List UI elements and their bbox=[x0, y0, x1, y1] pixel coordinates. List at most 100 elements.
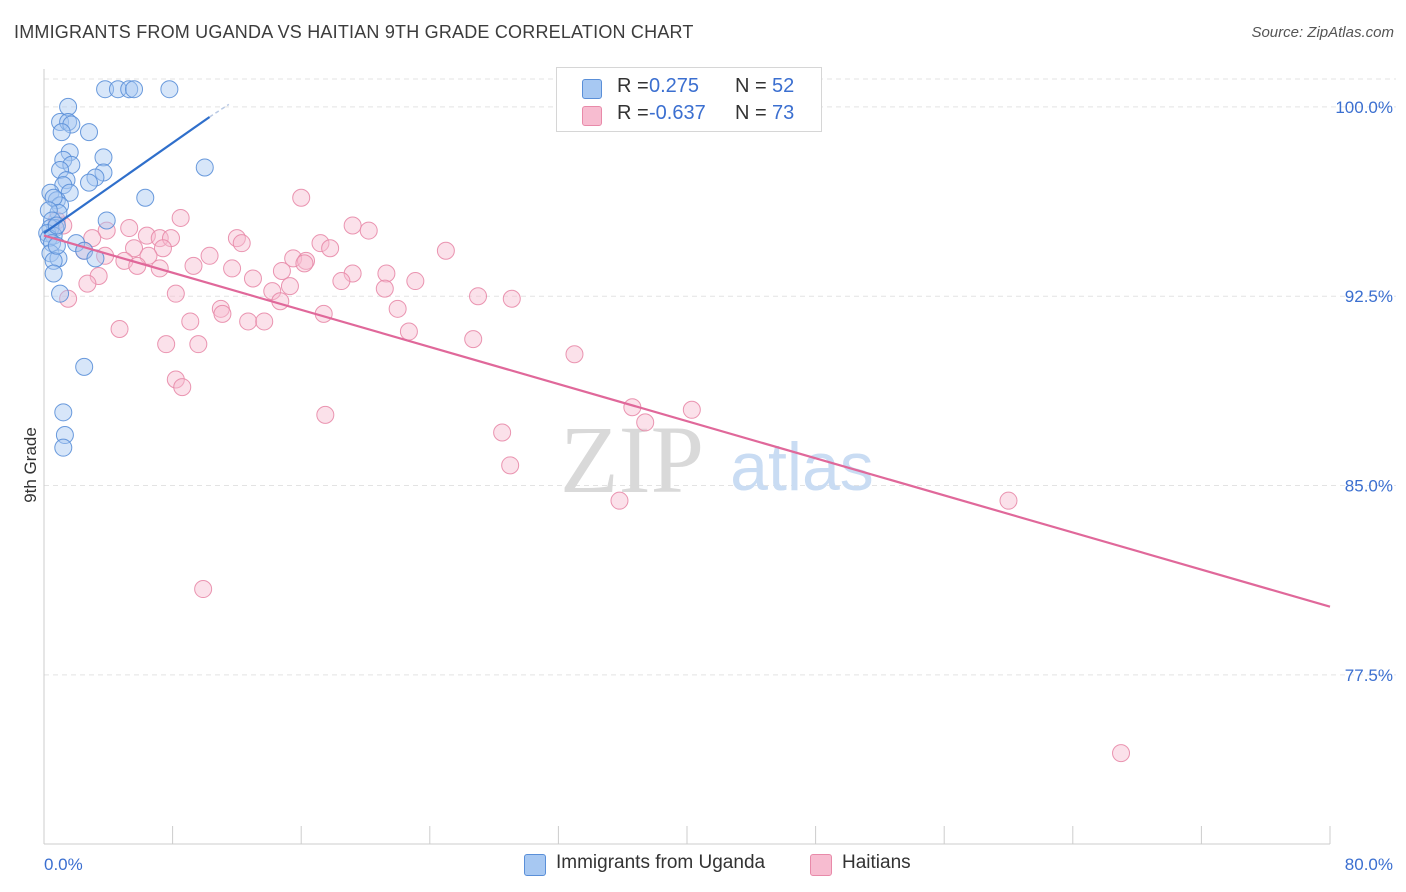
data-point bbox=[51, 196, 70, 215]
legend-n-label: N = bbox=[735, 75, 767, 97]
data-point bbox=[62, 115, 81, 134]
data-point bbox=[80, 123, 99, 142]
data-point bbox=[184, 256, 203, 275]
data-point bbox=[292, 188, 311, 207]
data-point bbox=[213, 304, 232, 323]
data-point bbox=[502, 289, 521, 308]
trend-line-haitians bbox=[43, 234, 1331, 608]
data-point bbox=[173, 378, 192, 397]
watermark-zip: ZIP bbox=[560, 406, 704, 513]
data-point bbox=[636, 413, 655, 432]
legend-r-label: R = bbox=[617, 75, 649, 97]
data-point bbox=[377, 264, 396, 283]
data-point bbox=[295, 254, 314, 273]
data-point bbox=[51, 284, 70, 303]
legend-swatch-haitians bbox=[810, 854, 832, 876]
data-point bbox=[343, 216, 362, 235]
data-point bbox=[51, 160, 70, 179]
data-point bbox=[166, 284, 185, 303]
y-axis-label: 9th Grade bbox=[21, 427, 40, 503]
data-point bbox=[120, 219, 139, 238]
legend-r-label: R = bbox=[617, 102, 649, 124]
trend-lines bbox=[43, 103, 1331, 608]
data-point bbox=[80, 173, 99, 192]
data-point bbox=[464, 330, 483, 349]
data-point bbox=[436, 241, 455, 260]
data-point bbox=[610, 491, 629, 510]
watermark: ZIP atlas bbox=[560, 406, 874, 513]
y-tick-label: 92.5% bbox=[1345, 287, 1393, 306]
trend-extension-uganda bbox=[209, 103, 230, 118]
series-uganda bbox=[38, 80, 214, 457]
data-point bbox=[120, 80, 139, 99]
data-point bbox=[54, 438, 73, 457]
data-point bbox=[255, 312, 274, 331]
legend-swatch-uganda bbox=[524, 854, 546, 876]
data-point bbox=[321, 239, 340, 258]
data-point bbox=[388, 299, 407, 318]
legend-r-value: 0.275 bbox=[649, 75, 700, 97]
data-point bbox=[200, 246, 219, 265]
chart-title: IMMIGRANTS FROM UGANDA VS HAITIAN 9TH GR… bbox=[14, 22, 694, 42]
y-tick-label: 77.5% bbox=[1345, 666, 1393, 685]
legend-r-value: -0.637 bbox=[649, 102, 706, 124]
data-point bbox=[171, 208, 190, 227]
data-point bbox=[181, 312, 200, 331]
data-point bbox=[332, 272, 351, 291]
data-point bbox=[160, 80, 179, 99]
legend-label-haitians: Haitians bbox=[842, 852, 911, 873]
data-point bbox=[153, 239, 172, 258]
data-point bbox=[565, 345, 584, 364]
data-point bbox=[469, 287, 488, 306]
data-point bbox=[406, 272, 425, 291]
data-point bbox=[97, 211, 116, 230]
data-point bbox=[59, 97, 78, 116]
data-point bbox=[44, 264, 63, 283]
data-point bbox=[125, 239, 144, 258]
data-point bbox=[682, 400, 701, 419]
gridlines bbox=[44, 78, 1396, 676]
data-point bbox=[194, 580, 213, 599]
data-point bbox=[44, 251, 63, 270]
y-tick-label: 100.0% bbox=[1335, 98, 1393, 117]
legend-swatch-haitians bbox=[582, 106, 602, 126]
legend-n-value: 73 bbox=[772, 102, 795, 124]
legend-label-uganda: Immigrants from Uganda bbox=[556, 852, 766, 873]
data-point bbox=[375, 279, 394, 298]
series-legend: Immigrants from Uganda Haitians bbox=[0, 852, 1406, 878]
legend-swatch-uganda bbox=[582, 79, 602, 99]
data-point bbox=[166, 370, 185, 389]
data-point bbox=[125, 80, 144, 99]
data-point bbox=[1112, 744, 1131, 763]
data-point bbox=[195, 158, 214, 177]
data-point bbox=[493, 423, 512, 442]
data-point bbox=[39, 201, 58, 220]
data-point bbox=[83, 229, 102, 248]
data-point bbox=[59, 113, 78, 132]
x-tick-label: 0.0% bbox=[44, 855, 83, 874]
data-point bbox=[399, 322, 418, 341]
data-point bbox=[54, 403, 73, 422]
data-point bbox=[311, 234, 330, 253]
data-point bbox=[157, 335, 176, 354]
legend-row-haitians: R = -0.637 N = 73 bbox=[557, 99, 821, 129]
data-point bbox=[52, 123, 71, 142]
legend-row-uganda: R = 0.275 N = 52 bbox=[557, 72, 821, 102]
data-point bbox=[272, 261, 291, 280]
data-point bbox=[232, 234, 251, 253]
tick-labels: 100.0% 92.5% 85.0% 77.5% 0.0% 80.0% bbox=[44, 98, 1393, 874]
data-point bbox=[110, 320, 129, 339]
data-point bbox=[189, 335, 208, 354]
series-haitians bbox=[47, 85, 1131, 763]
source-label: Source: ZipAtlas.com bbox=[1251, 24, 1394, 41]
data-point bbox=[41, 183, 60, 202]
data-point bbox=[359, 221, 378, 240]
data-point bbox=[96, 80, 115, 99]
x-tick-label: 80.0% bbox=[1345, 855, 1393, 874]
data-point bbox=[75, 357, 94, 376]
legend-n-label: N = bbox=[735, 102, 767, 124]
trend-line-uganda bbox=[43, 116, 211, 234]
data-point bbox=[243, 269, 262, 288]
data-point bbox=[501, 456, 520, 475]
